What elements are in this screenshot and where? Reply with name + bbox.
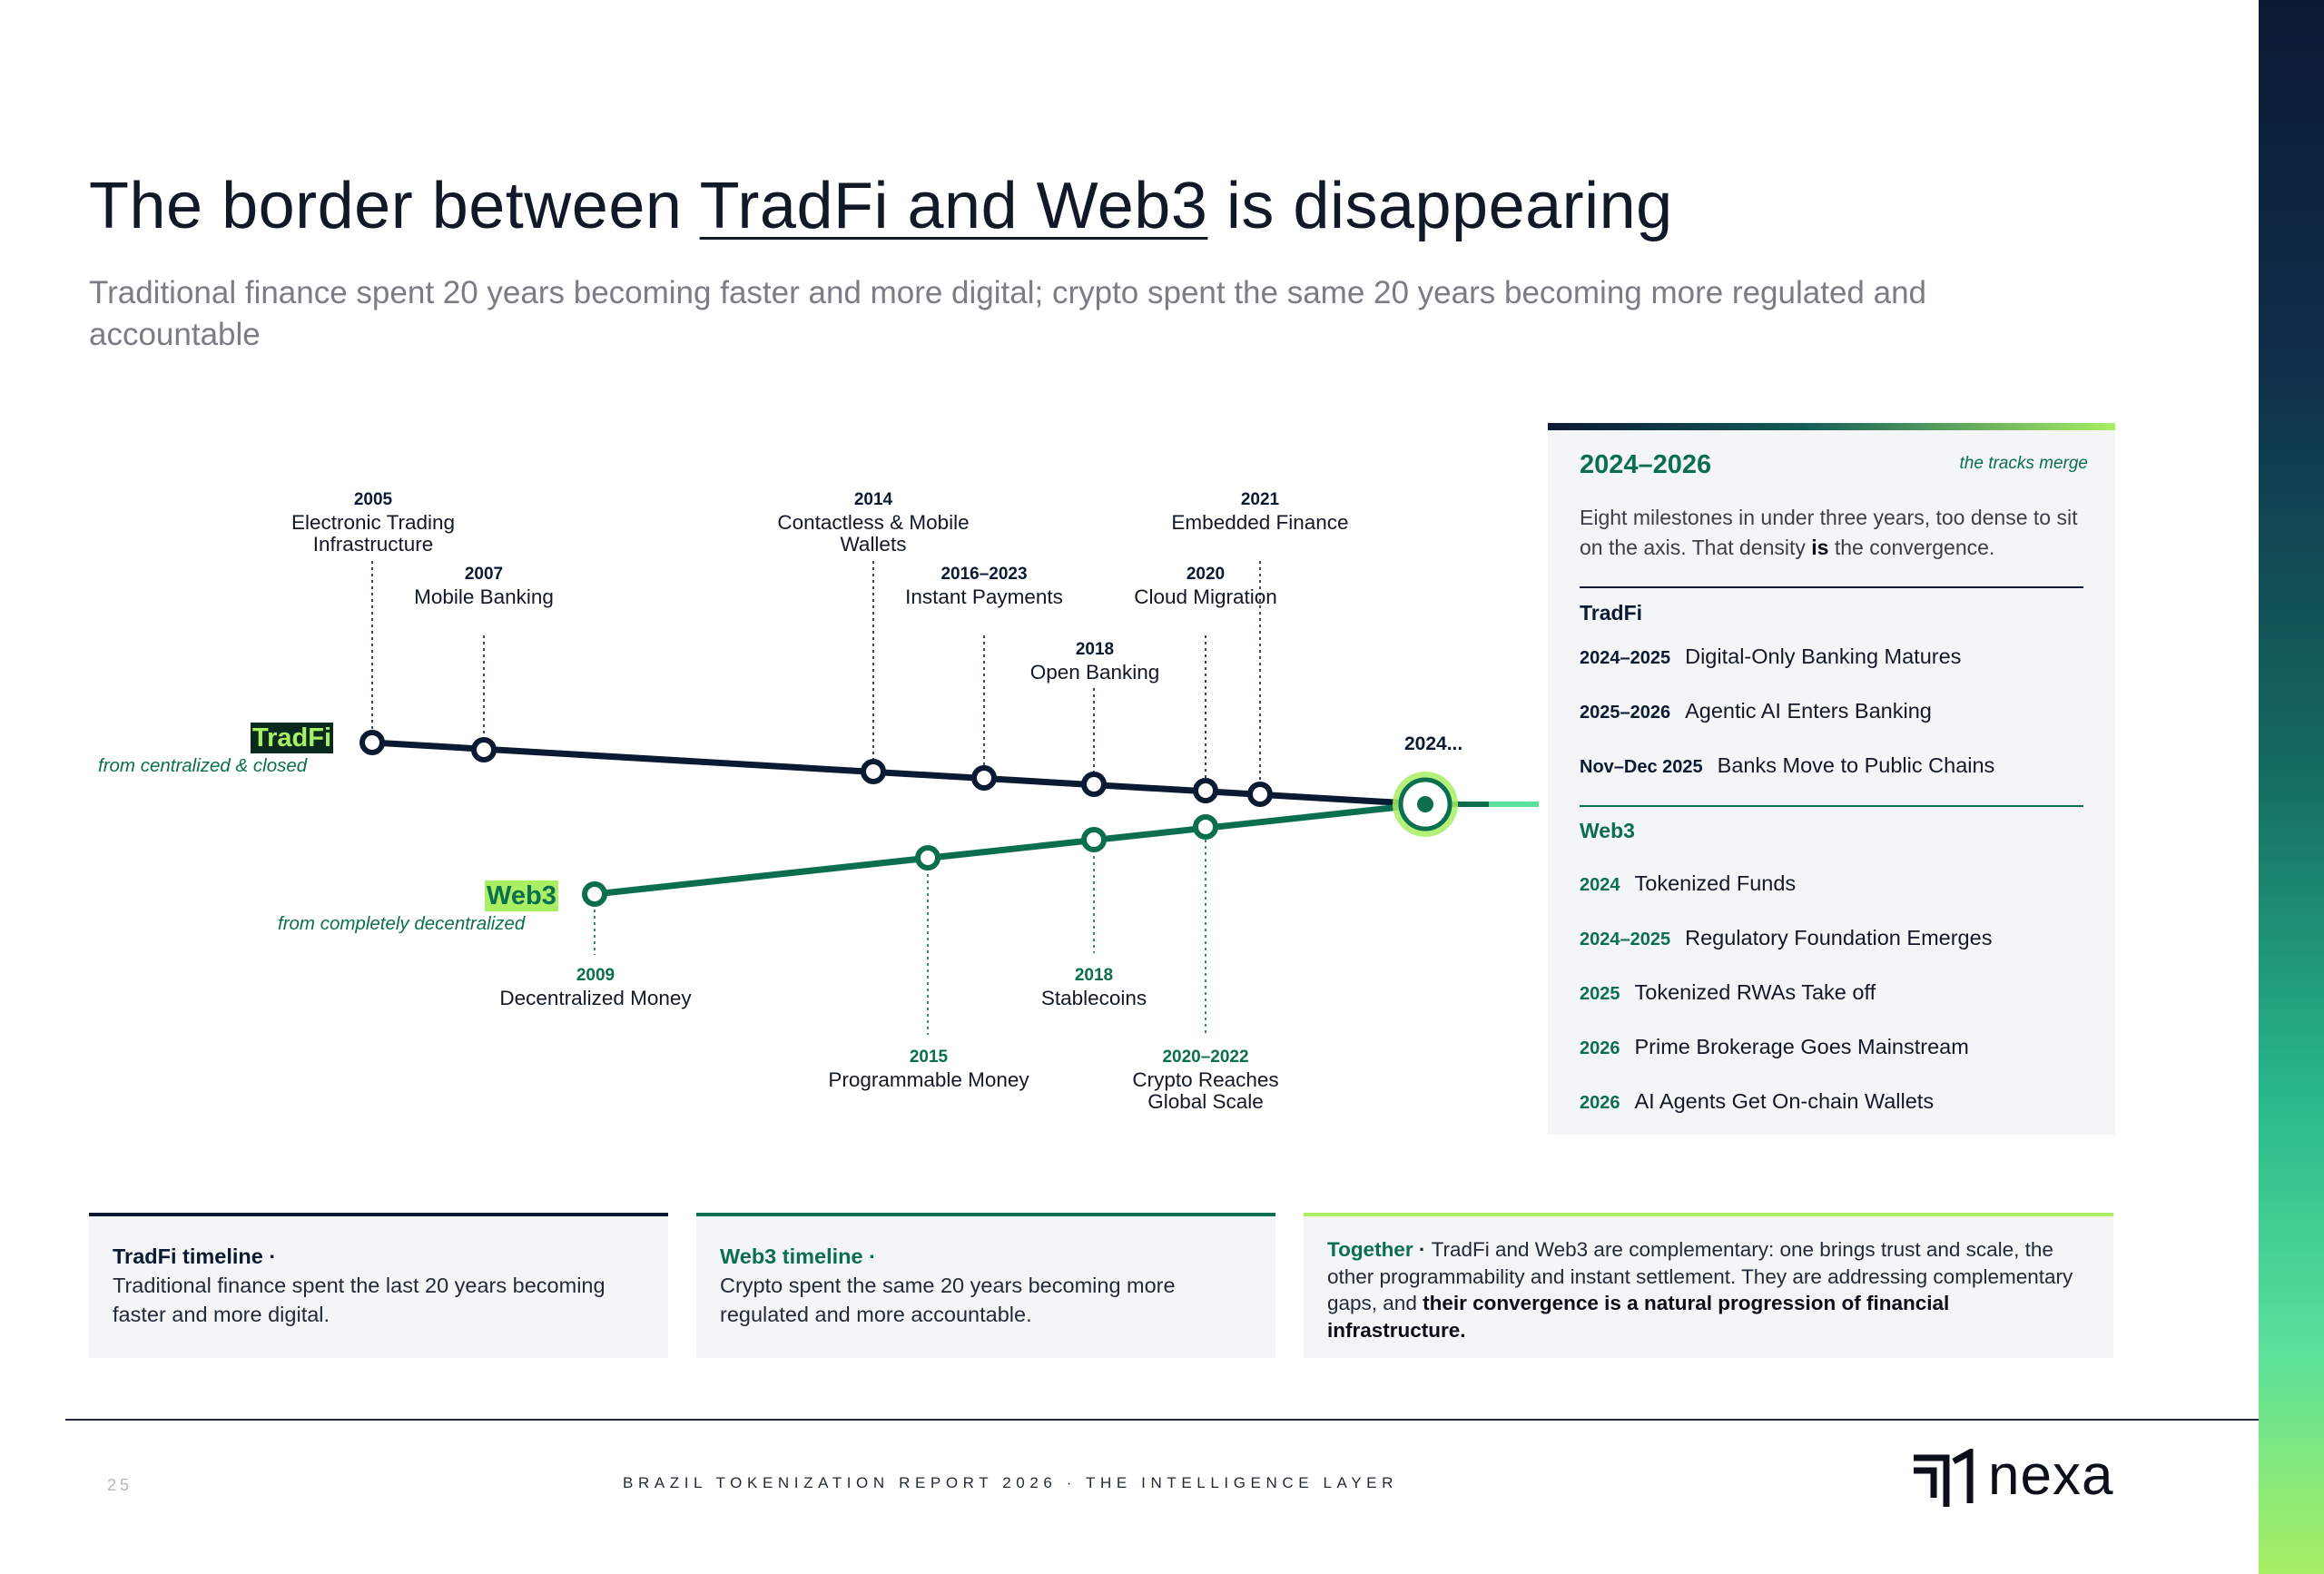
panel-web3-row: 2026 Prime Brokerage Goes Mainstream xyxy=(1580,1035,1969,1058)
web3-milestone: 2015 Programmable Money xyxy=(828,1048,1029,1091)
merge-label: 2024... xyxy=(1404,733,1463,754)
panel-tradfi-row: 2025–2026 Agentic AI Enters Banking xyxy=(1580,699,1932,723)
page-number: 25 xyxy=(107,1476,133,1494)
web3-node-2020 xyxy=(1193,814,1218,840)
panel-tradfi-row: 2024–2025 Digital-Only Banking Matures xyxy=(1580,644,1962,668)
convergence-panel: 2024–2026 the tracks merge Eight milesto… xyxy=(1548,423,2115,1135)
tradfi-node-2016 xyxy=(971,765,997,791)
panel-divider xyxy=(1580,805,2083,807)
tradfi-node-2021 xyxy=(1247,782,1273,807)
web3-node-2009 xyxy=(582,881,607,907)
together-card-heading: Together xyxy=(1327,1238,1413,1261)
tradfi-milestone: 2005 Electronic Trading Infrastructure xyxy=(290,490,456,556)
panel-tradfi-row: Nov–Dec 2025 Banks Move to Public Chains xyxy=(1580,753,1995,777)
panel-web3-heading: Web3 xyxy=(1580,819,1635,842)
web3-connectors xyxy=(594,833,1206,1035)
tradfi-connectors xyxy=(371,561,1261,782)
web3-track-subtitle: from completely decentralized xyxy=(278,913,526,934)
nexa-wordmark: nexa xyxy=(1988,1444,2114,1507)
panel-merge-note: the tracks merge xyxy=(1959,454,2089,473)
together-card-emphasis: their convergence is a natural progressi… xyxy=(1327,1292,1950,1342)
together-card: Together · TradFi and Web3 are complemen… xyxy=(1304,1213,2113,1358)
tradfi-node-2005 xyxy=(359,730,385,755)
tradfi-milestone: 2018 Open Banking xyxy=(1029,640,1160,684)
panel-web3-row: 2024 Tokenized Funds xyxy=(1580,871,1797,895)
panel-web3-row: 2025 Tokenized RWAs Take off xyxy=(1580,980,1876,1004)
side-gradient-bar xyxy=(2259,0,2324,1574)
title-emphasis: TradFi and Web3 xyxy=(699,170,1208,242)
timeline-graphic xyxy=(359,561,1539,1035)
tradfi-milestone: 2020 Cloud Migration xyxy=(1134,565,1277,608)
tradfi-node-2018 xyxy=(1081,772,1107,797)
web3-milestone: 2018 Stablecoins xyxy=(1040,966,1147,1009)
panel-web3-row: 2024–2025 Regulatory Foundation Emerges xyxy=(1580,926,1993,949)
panel-tradfi-heading: TradFi xyxy=(1580,601,1643,625)
tradfi-node-2014 xyxy=(861,759,886,784)
panel-range: 2024–2026 xyxy=(1580,450,1712,479)
together-card-body: TradFi and Web3 are complementary: one b… xyxy=(1327,1238,2073,1314)
tradfi-milestone: 2007 Mobile Banking xyxy=(414,565,554,608)
page-subtitle: Traditional finance spent 20 years becom… xyxy=(89,275,1927,352)
panel-divider xyxy=(1580,586,2083,588)
web3-track xyxy=(594,801,1426,898)
web3-card-heading: Web3 timeline · xyxy=(720,1244,876,1268)
tradfi-track-tag: TradFi xyxy=(251,723,334,753)
web3-card: Web3 timeline · Crypto spent the same 20 … xyxy=(696,1213,1275,1358)
web3-milestone: 2020–2022 Crypto Reaches Global Scale xyxy=(1132,1048,1279,1113)
footer-text: BRAZIL TOKENIZATION REPORT 2026 · THE IN… xyxy=(623,1474,1398,1491)
panel-web3-row: 2026 AI Agents Get On-chain Wallets xyxy=(1580,1089,1935,1113)
web3-card-body: Crypto spent the same 20 years becoming … xyxy=(720,1274,1176,1326)
tradfi-milestone: 2021 Embedded Finance xyxy=(1171,490,1349,534)
tradfi-track-subtitle: from centralized & closed xyxy=(98,755,308,776)
tradfi-milestone: 2016–2023 Instant Payments xyxy=(905,565,1063,608)
web3-node-2015 xyxy=(915,845,940,871)
tradfi-milestone: 2014 Contactless & Mobile Wallets xyxy=(777,490,970,556)
merge-node-dot xyxy=(1417,796,1433,812)
page-title: The border between TradFi and Web3 is di… xyxy=(89,170,1673,242)
tradfi-node-2007 xyxy=(471,737,497,762)
web3-milestone: 2009 Decentralized Money xyxy=(499,966,692,1009)
tradfi-card-heading: TradFi timeline · xyxy=(113,1244,277,1268)
panel-description: Eight milestones in under three years, t… xyxy=(1580,506,2078,559)
web3-node-2018 xyxy=(1081,827,1107,852)
web3-track-tag: Web3 xyxy=(485,880,558,911)
tradfi-card: TradFi timeline · Traditional finance spe… xyxy=(89,1213,668,1358)
panel-accent-bar xyxy=(1548,423,2115,430)
tradfi-card-body: Traditional finance spent the last 20 ye… xyxy=(113,1274,606,1326)
tradfi-node-2020 xyxy=(1193,778,1218,803)
footer-rule xyxy=(65,1419,2259,1421)
nexa-logo-icon xyxy=(1914,1449,1974,1507)
